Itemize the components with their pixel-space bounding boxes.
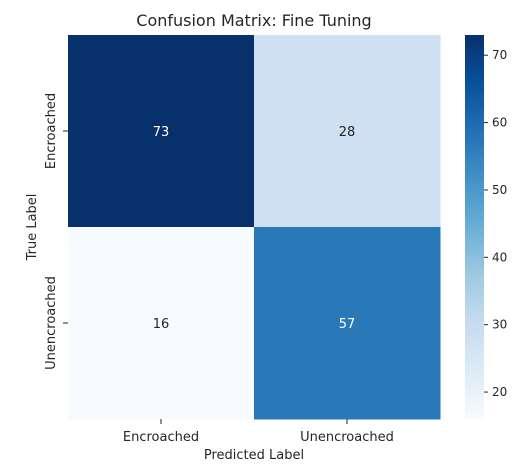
x-axis-ticks: Encroached Unencroached [123,419,394,445]
colorbar-tick-label: 40 [492,250,507,264]
heatmap-cell [68,227,255,420]
heatmap-cell [254,227,441,420]
heatmap-cells [68,35,441,420]
x-tick-label: Unencroached [300,430,394,445]
cell-value-labels: 73 28 16 57 [153,125,356,332]
colorbar-tick-label: 20 [492,385,507,399]
y-tick-label: Unencroached [44,276,59,370]
colorbar-tick-label: 50 [492,183,507,197]
colorbar-ticks: 20 30 40 50 60 70 [484,48,507,399]
cell-value-label: 57 [339,317,356,332]
y-tick-label: Encroached [44,93,59,169]
colorbar-tick-label: 70 [492,48,507,62]
cell-value-label: 73 [153,125,170,140]
y-axis-label: True Label [25,194,40,262]
colorbar [465,35,484,419]
colorbar-tick-label: 30 [492,318,507,332]
x-axis-label: Predicted Label [204,448,304,463]
colorbar-tick-label: 60 [492,116,507,130]
x-tick-label: Encroached [123,430,199,445]
y-axis-ticks: Encroached Unencroached [44,93,68,370]
heatmap-cell [254,35,441,228]
heatmap-cell [68,35,255,228]
cell-value-label: 16 [153,317,170,332]
chart-title: Confusion Matrix: Fine Tuning [136,11,371,30]
cell-value-label: 28 [339,125,356,140]
